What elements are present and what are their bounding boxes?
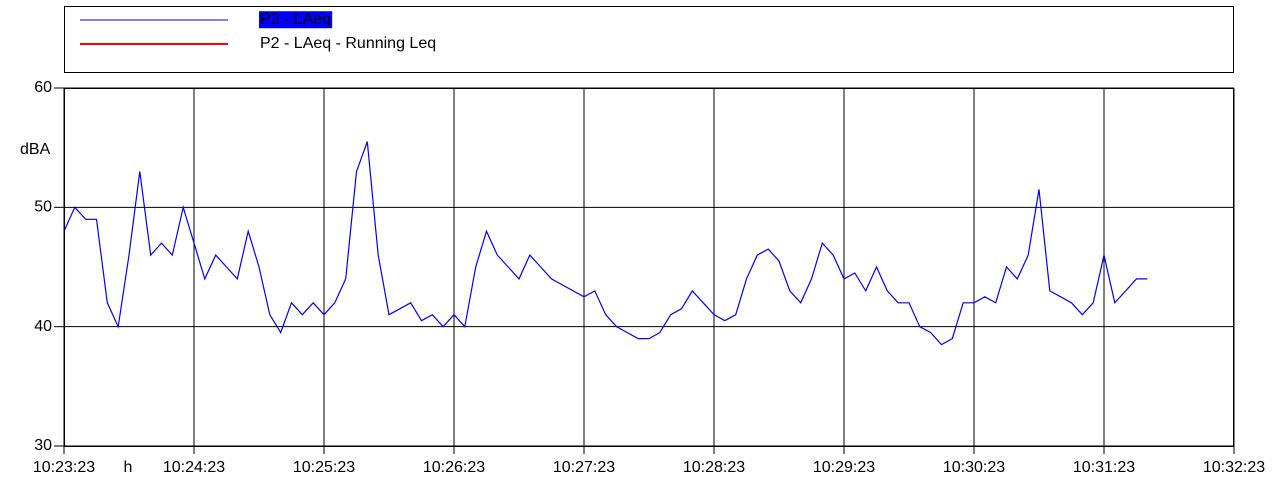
legend-highlight — [259, 11, 333, 29]
y-tick-label: 60 — [34, 79, 52, 96]
x-tick-label: 10:26:23 — [423, 459, 485, 476]
x-tick-label: 10:28:23 — [683, 459, 745, 476]
x-axis-label: h — [124, 459, 133, 476]
axes: 30 40 50 60 10:23:23 10:24:23 10:25:23 10:26:23… — [33, 79, 1265, 476]
data-line — [63, 141, 1148, 346]
legend: P2 - LAeq P2 - LAeq - Running Leq — [80, 11, 436, 52]
x-tick-label: 10:30:23 — [943, 459, 1005, 476]
legend-box — [64, 6, 1234, 73]
y-tick-label: 40 — [34, 318, 52, 335]
x-tick-label: 10:31:23 — [1073, 459, 1135, 476]
x-tick-label: 10:24:23 — [163, 459, 225, 476]
x-tick-label: 10:25:23 — [293, 459, 355, 476]
legend-label: P2 - LAeq — [260, 11, 331, 28]
x-tick-label: 10:27:23 — [553, 459, 615, 476]
y-axis-label: dBA — [20, 141, 51, 158]
x-tick-label: 10:23:23 — [33, 459, 95, 476]
x-tick-label: 10:29:23 — [813, 459, 875, 476]
plot-area — [63, 141, 1148, 346]
y-tick-label: 30 — [34, 437, 52, 454]
x-tick-label: 10:32:23 — [1203, 459, 1265, 476]
plot-frame — [64, 88, 1234, 447]
legend-label: P2 - LAeq - Running Leq — [260, 35, 436, 52]
y-tick-label: 50 — [34, 199, 52, 216]
